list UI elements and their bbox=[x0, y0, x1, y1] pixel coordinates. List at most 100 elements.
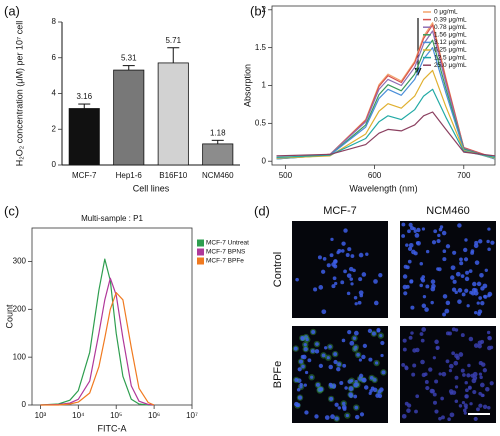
cell-nucleus bbox=[420, 359, 425, 365]
cell-nucleus bbox=[476, 301, 480, 305]
cell-nucleus bbox=[442, 312, 447, 317]
cell-nucleus bbox=[361, 272, 367, 277]
x-tick-label: Hep1-6 bbox=[116, 171, 143, 180]
cell-nucleus bbox=[328, 382, 333, 387]
cell-nucleus bbox=[474, 260, 480, 265]
cell-nucleus bbox=[334, 416, 339, 421]
cell-nucleus bbox=[457, 223, 462, 228]
cell-nucleus bbox=[300, 354, 305, 359]
cell-nucleus bbox=[454, 290, 458, 295]
cell-nucleus bbox=[478, 391, 482, 396]
cell-nucleus bbox=[442, 294, 448, 299]
legend-label: 12.5 μg/mL bbox=[434, 54, 467, 61]
cell-nucleus bbox=[435, 345, 440, 350]
cell-nucleus bbox=[487, 345, 492, 351]
cell-nucleus bbox=[301, 364, 305, 369]
legend-label: MCF-7 BPNS bbox=[206, 249, 246, 256]
cell-nucleus bbox=[341, 401, 346, 406]
cell-nucleus bbox=[439, 225, 444, 229]
cell-nucleus bbox=[434, 339, 439, 345]
cell-nucleus bbox=[454, 385, 459, 389]
x-tick-label: 10³ bbox=[35, 411, 47, 420]
cell-nucleus bbox=[373, 279, 378, 284]
cell-nucleus bbox=[318, 363, 324, 369]
cell-nucleus bbox=[462, 408, 467, 413]
cell-nucleus bbox=[368, 391, 372, 396]
cell-nucleus bbox=[413, 229, 417, 233]
cell-nucleus bbox=[466, 373, 471, 378]
cell-nucleus bbox=[358, 277, 363, 282]
cell-nucleus bbox=[479, 272, 484, 278]
y-axis-label: Absorption bbox=[242, 64, 252, 107]
y-tick-label: 300 bbox=[13, 257, 27, 266]
cell-nucleus bbox=[314, 414, 319, 419]
cell-nucleus bbox=[367, 328, 373, 334]
cell-nucleus bbox=[420, 338, 425, 343]
cell-nucleus bbox=[326, 263, 331, 268]
value-label: 5.71 bbox=[165, 36, 181, 45]
cell-nucleus bbox=[354, 414, 360, 420]
cell-nucleus bbox=[304, 370, 309, 375]
cell-nucleus bbox=[489, 381, 494, 386]
cell-nucleus bbox=[337, 406, 342, 410]
x-tick-label: 10⁵ bbox=[110, 411, 122, 420]
cell-nucleus bbox=[404, 366, 409, 371]
cell-nucleus bbox=[314, 349, 320, 354]
series-line bbox=[40, 277, 155, 406]
cell-nucleus bbox=[318, 285, 324, 290]
cell-nucleus bbox=[425, 284, 430, 289]
cell-nucleus bbox=[432, 392, 437, 397]
cell-nucleus bbox=[441, 230, 447, 236]
cell-nucleus bbox=[402, 347, 407, 352]
cell-nucleus bbox=[401, 222, 406, 227]
cell-nucleus bbox=[473, 343, 479, 348]
cell-nucleus bbox=[349, 340, 355, 346]
panel-label: (a) bbox=[4, 3, 20, 18]
cell-nucleus bbox=[464, 288, 469, 293]
cell-nucleus bbox=[482, 404, 488, 409]
bar bbox=[157, 62, 189, 166]
cell-nucleus bbox=[448, 363, 454, 369]
cell-nucleus bbox=[459, 257, 463, 262]
micrograph bbox=[292, 326, 388, 423]
cell-nucleus bbox=[483, 294, 487, 299]
cell-nucleus bbox=[304, 410, 309, 415]
cell-nucleus bbox=[326, 356, 330, 360]
cell-nucleus bbox=[442, 257, 447, 262]
legend-swatch bbox=[197, 257, 204, 265]
cell-nucleus bbox=[441, 415, 445, 420]
cell-nucleus bbox=[297, 395, 303, 400]
cell-nucleus bbox=[331, 284, 336, 289]
cell-nucleus bbox=[478, 403, 483, 408]
cell-nucleus bbox=[441, 371, 447, 377]
value-label: 5.31 bbox=[121, 54, 137, 63]
cell-nucleus bbox=[424, 380, 429, 384]
cell-nucleus bbox=[362, 343, 368, 349]
cell-nucleus bbox=[411, 372, 416, 377]
cell-nucleus bbox=[460, 333, 465, 338]
cell-nucleus bbox=[434, 409, 439, 414]
cell-nucleus bbox=[449, 412, 455, 418]
cell-nucleus bbox=[358, 373, 364, 378]
cell-nucleus bbox=[329, 396, 334, 401]
cell-nucleus bbox=[469, 290, 473, 295]
cell-nucleus bbox=[434, 379, 439, 384]
cell-nucleus bbox=[477, 311, 482, 316]
legend-swatch bbox=[197, 239, 204, 247]
cell-nucleus bbox=[437, 233, 441, 238]
legend-swatch bbox=[197, 248, 204, 256]
cell-nucleus bbox=[421, 227, 426, 231]
cell-nucleus bbox=[322, 257, 327, 261]
cell-nucleus bbox=[373, 300, 379, 306]
cell-nucleus bbox=[408, 222, 413, 227]
legend-label: 1.56 μg/mL bbox=[434, 32, 467, 39]
cell-nucleus bbox=[460, 274, 465, 278]
cell-nucleus bbox=[337, 248, 342, 253]
legend-label: 0.39 μg/mL bbox=[434, 16, 467, 23]
cell-nucleus bbox=[357, 300, 362, 305]
cell-nucleus bbox=[460, 368, 465, 373]
cell-nucleus bbox=[349, 277, 354, 281]
y-tick-label: 2 bbox=[262, 5, 267, 14]
cell-nucleus bbox=[354, 380, 358, 384]
cell-nucleus bbox=[408, 242, 414, 248]
